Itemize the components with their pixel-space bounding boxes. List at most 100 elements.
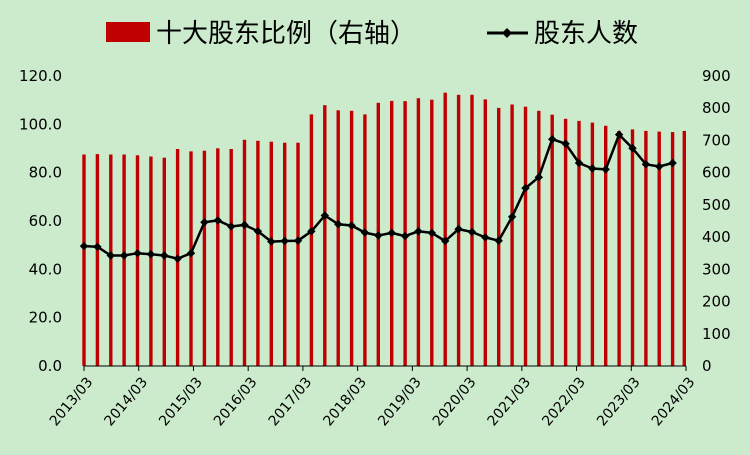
- right-axis-ticks: 0 100 200 300 400 500 600 700 800 900: [702, 67, 731, 375]
- line-point-marker: [79, 241, 89, 251]
- left-axis-tick-label: 20.0: [29, 309, 62, 327]
- bar: [283, 142, 287, 366]
- line-point-marker: [561, 139, 570, 148]
- bar: [323, 105, 327, 366]
- line-point-marker: [374, 231, 383, 240]
- right-axis-tick-label: 200: [702, 293, 731, 311]
- right-axis-tick-label: 800: [702, 99, 731, 117]
- left-axis-tick-label: 40.0: [29, 260, 62, 278]
- bar: [242, 139, 247, 366]
- left-axis-ticks: 0.0 20.0 40.0 60.0 80.0 100.0 120.0: [19, 67, 62, 375]
- line-point-marker: [655, 162, 664, 171]
- line-point-marker: [521, 183, 530, 193]
- bar: [617, 130, 621, 366]
- line-point-marker: [601, 165, 610, 174]
- line-point-marker: [307, 227, 316, 236]
- bar: [82, 154, 86, 366]
- line-point-marker: [119, 251, 129, 260]
- bar: [537, 110, 541, 366]
- line-point-marker: [146, 250, 156, 259]
- line-point-marker: [574, 158, 584, 168]
- line-point-marker: [200, 218, 209, 227]
- left-axis-tick-label: 60.0: [29, 212, 62, 230]
- line-point-marker: [347, 221, 356, 230]
- bar: [604, 125, 608, 366]
- bar: [563, 118, 568, 366]
- line-point-marker: [414, 227, 423, 236]
- bar: [644, 130, 648, 366]
- legend-label-line: 股东人数: [534, 19, 638, 49]
- bar: [590, 122, 595, 366]
- line-point-marker: [133, 249, 142, 258]
- right-axis-tick-label: 300: [702, 260, 731, 278]
- bar: [443, 92, 447, 366]
- bar: [550, 114, 554, 366]
- bar: [577, 120, 581, 367]
- left-axis-tick-label: 100.0: [19, 115, 62, 133]
- left-axis-tick-label: 120.0: [19, 67, 62, 85]
- line-series: [79, 130, 677, 263]
- line-point-marker: [334, 220, 343, 229]
- right-axis-tick-label: 900: [702, 67, 731, 85]
- line-point-marker: [641, 160, 651, 169]
- line-point-marker: [320, 211, 329, 220]
- bar: [523, 106, 528, 366]
- bar: [483, 99, 487, 367]
- bar: [149, 156, 153, 366]
- bar: [122, 154, 126, 366]
- legend: 十大股东比例（右轴） 股东人数: [106, 19, 638, 49]
- legend-bar-swatch: [106, 22, 150, 42]
- bar: [202, 150, 207, 366]
- right-axis-tick-label: 0: [702, 357, 712, 375]
- line-point-marker: [213, 216, 222, 225]
- line-point-marker: [173, 254, 182, 263]
- legend-diamond-marker: [502, 28, 512, 38]
- bar: [95, 154, 100, 366]
- line-point-marker: [387, 228, 396, 238]
- bar: [336, 110, 340, 366]
- line-point-marker: [534, 173, 543, 182]
- bar: [363, 114, 367, 367]
- line-point-marker: [293, 236, 303, 245]
- line-point-marker: [106, 251, 115, 260]
- bar: [216, 148, 220, 366]
- line-point-marker: [227, 222, 236, 231]
- line-point-marker: [280, 236, 289, 246]
- line-point-marker: [481, 233, 490, 242]
- line-point-marker: [441, 236, 450, 246]
- bar: [162, 157, 166, 366]
- bar: [349, 110, 354, 366]
- line-point-marker: [614, 130, 624, 139]
- line-point-marker: [467, 227, 477, 237]
- bar: [256, 140, 260, 366]
- line-point-marker: [427, 228, 436, 238]
- right-axis-tick-label: 100: [702, 325, 731, 343]
- bar: [670, 132, 675, 366]
- right-axis-tick-label: 500: [702, 196, 731, 214]
- bar: [229, 149, 233, 366]
- line-point-marker: [253, 227, 263, 236]
- right-axis-tick-label: 400: [702, 228, 731, 246]
- left-axis-tick-label: 80.0: [29, 164, 62, 182]
- line-point-marker: [267, 237, 276, 246]
- line-point-marker: [454, 224, 463, 234]
- legend-label-bars: 十大股东比例（右轴）: [156, 19, 416, 49]
- line-point-marker: [628, 144, 637, 153]
- right-axis-tick-label: 600: [702, 164, 731, 182]
- line-point-marker: [588, 164, 597, 173]
- line-point-marker: [160, 251, 169, 260]
- left-axis-tick-label: 0.0: [38, 357, 62, 375]
- bar: [657, 131, 661, 366]
- bar: [682, 130, 686, 366]
- bar: [109, 154, 113, 366]
- line-point-marker: [400, 231, 410, 241]
- bar: [630, 129, 635, 366]
- line-point-marker: [240, 220, 249, 230]
- bar: [269, 141, 273, 366]
- bar: [135, 155, 140, 366]
- line-point-marker: [360, 228, 370, 237]
- line-point-marker: [93, 242, 102, 251]
- line-point-marker: [507, 212, 517, 221]
